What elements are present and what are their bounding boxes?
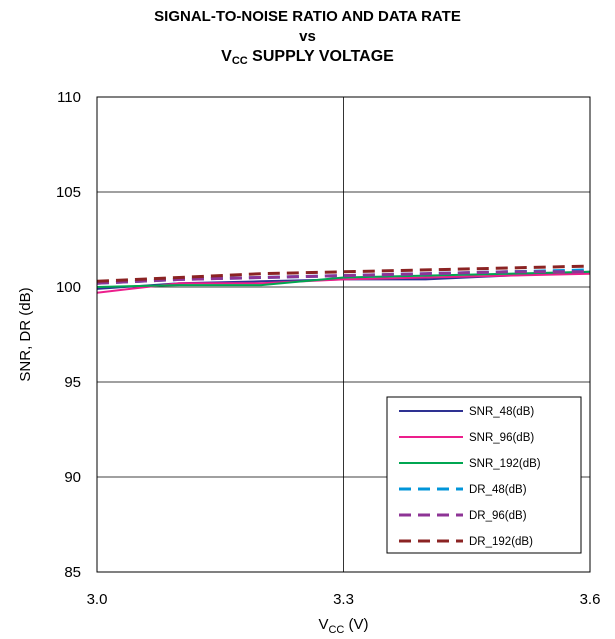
- x-tick-label: 3.0: [87, 591, 108, 608]
- plot-frame: [96, 96, 591, 573]
- y-tick-label: 85: [64, 564, 81, 581]
- chart-title-line-3: VCC SUPPLY VOLTAGE: [0, 48, 615, 67]
- legend-label: DR_96(dB): [469, 510, 527, 522]
- series-line: [96, 264, 591, 283]
- y-tick-label: 95: [64, 374, 81, 391]
- x-axis-label: VCC (V): [318, 616, 368, 636]
- y-tick-label: 105: [56, 184, 81, 201]
- y-tick-label: 110: [57, 89, 81, 106]
- legend-label: SNR_192(dB): [469, 458, 541, 470]
- series-line: [96, 272, 591, 294]
- title-v-main: V: [221, 48, 232, 65]
- legend-label: SNR_96(dB): [469, 432, 534, 444]
- y-axis-label: SNR, DR (dB): [17, 287, 34, 381]
- legend-label: DR_48(dB): [469, 484, 527, 496]
- legend: SNR_48(dB) SNR_96(dB) SNR_192(dB) DR_48(dB)…: [386, 396, 582, 554]
- title-v-sub: CC: [231, 55, 248, 67]
- series-line: [96, 270, 591, 288]
- chart-title-line-2: vs: [299, 28, 316, 45]
- tick-labels: 85 90 95 100 105 110 3.0 3.3 3.6: [56, 89, 600, 608]
- x-label-rest: (V): [344, 616, 368, 633]
- y-tick-label: 100: [56, 279, 81, 296]
- x-label-main: V: [318, 616, 328, 633]
- series-lines: [96, 264, 591, 294]
- x-tick-label: 3.3: [333, 591, 354, 608]
- title-v-rest: SUPPLY VOLTAGE: [247, 48, 394, 65]
- legend-label: DR_192(dB): [469, 536, 533, 548]
- x-tick-label: 3.6: [580, 591, 601, 608]
- y-tick-label: 90: [64, 469, 81, 486]
- legend-box: [386, 396, 582, 554]
- legend-label: SNR_48(dB): [469, 406, 534, 418]
- chart-title-line-1: SIGNAL-TO-NOISE RATIO AND DATA RATE: [154, 8, 461, 25]
- series-line: [96, 270, 590, 285]
- x-label-sub: CC: [328, 624, 344, 636]
